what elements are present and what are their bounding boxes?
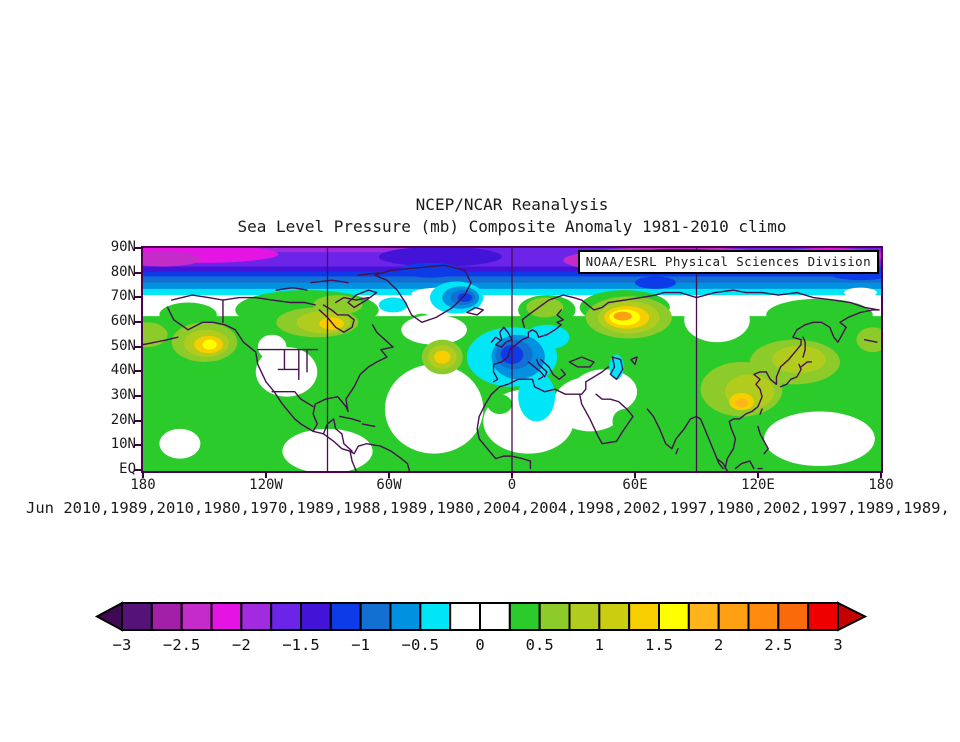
colorbar-segment: [329, 602, 362, 631]
lat-tick-label: 30N: [110, 387, 136, 403]
lon-tick-label: 180: [868, 477, 894, 493]
colorbar-tick-label: 3: [833, 636, 842, 654]
lat-tick: [134, 469, 143, 471]
colorbar-segment: [687, 602, 720, 631]
colorbar-segment: [508, 602, 541, 631]
colorbar-tick-label: 1.5: [645, 636, 673, 654]
lat-tick: [134, 345, 143, 348]
colorbar: −3 −2.5 −2 −1.5 −1 −0.5 0 0.5 1 1.5 2 2.5 3: [94, 601, 868, 654]
lat-tick: [134, 271, 143, 274]
lon-tick-label: 120W: [249, 477, 283, 493]
colorbar-tick-label: −0.5: [402, 636, 439, 654]
colorbar-segment: [240, 602, 273, 631]
lat-tick-label: 60N: [110, 313, 136, 329]
lon-tick-label: 0: [507, 477, 517, 493]
anomaly-map-plot: NOAA/ESRL Physical Sciences Division: [141, 246, 883, 473]
lon-tick-label: 60W: [376, 477, 402, 493]
colorbar-segment: [449, 602, 481, 631]
colorbar-segment: [658, 602, 690, 631]
page-subtitle: Sea Level Pressure (mb) Composite Anomal…: [237, 217, 787, 236]
colorbar-segment: [121, 602, 153, 631]
lat-tick-label: 40N: [110, 362, 136, 379]
colorbar-segment: [270, 602, 302, 631]
lon-tick: [757, 471, 759, 478]
lon-tick: [634, 471, 636, 478]
colorbar-tick-label: −1.5: [282, 636, 319, 654]
colorbar-segment: [807, 602, 840, 631]
lon-tick: [388, 471, 390, 478]
colorbar-segment: [568, 602, 601, 631]
colorbar-segment: [717, 602, 750, 631]
lat-tick: [134, 419, 143, 422]
colorbar-segment: [419, 602, 452, 631]
colorbar-tick-label: −1: [351, 636, 370, 654]
lat-tick: [134, 444, 143, 447]
colorbar-segment: [598, 602, 631, 631]
lon-tick: [265, 471, 267, 478]
colorbar-right-arrow: [837, 601, 868, 632]
colorbar-segment: [300, 602, 332, 631]
noaa-credit-badge: NOAA/ESRL Physical Sciences Division: [577, 250, 879, 274]
composite-years-line: Jun 2010,1989,2010,1980,1970,1989,1988,1…: [26, 499, 950, 517]
lat-tick: [134, 395, 143, 397]
colorbar-segment: [628, 602, 661, 631]
lon-tick: [511, 471, 513, 478]
colorbar-tick-label: −2: [232, 636, 251, 654]
page-title: NCEP/NCAR Reanalysis: [415, 195, 609, 214]
colorbar-segment: [389, 602, 422, 631]
colorbar-tick-label: 0.5: [526, 636, 554, 654]
colorbar-tick-label: −2.5: [163, 636, 200, 654]
colorbar-tick-label: −3: [113, 636, 132, 654]
lat-tick-label: 70N: [110, 288, 136, 305]
lon-tick-label: 180: [130, 477, 156, 493]
colorbar-tick-label: 1: [595, 636, 604, 654]
colorbar-segment: [150, 602, 183, 631]
colorbar-segment: [180, 602, 213, 631]
lat-tick-label: 90N: [110, 239, 136, 255]
meridian-gridlines: [328, 248, 697, 471]
lat-tick-label: 80N: [110, 263, 136, 280]
colorbar-tick-label: 2: [714, 636, 723, 654]
colorbar-tick-label: 0: [475, 636, 484, 654]
lat-tick-label: EQ: [119, 461, 136, 477]
colorbar-segment: [777, 602, 810, 631]
lon-tick: [142, 471, 144, 478]
lat-tick-label: 10N: [110, 436, 136, 453]
lat-tick: [134, 370, 143, 373]
lat-tick-label: 50N: [110, 337, 136, 354]
colorbar-segment: [359, 602, 392, 631]
colorbar-segment: [210, 602, 243, 631]
colorbar-left-arrow: [94, 601, 123, 632]
colorbar-segment: [538, 602, 571, 631]
lon-tick-label: 120E: [741, 477, 775, 493]
anomaly-map-svg: [143, 248, 881, 471]
colorbar-segment: [747, 602, 780, 631]
lat-tick: [134, 247, 143, 249]
colorbar-segment: [479, 602, 511, 631]
lon-tick-label: 60E: [622, 477, 648, 493]
colorbar-tick-label: 2.5: [764, 636, 792, 654]
lat-tick: [134, 321, 143, 323]
lon-tick: [880, 471, 882, 478]
lat-tick: [134, 296, 143, 299]
lat-tick-label: 20N: [110, 411, 136, 428]
